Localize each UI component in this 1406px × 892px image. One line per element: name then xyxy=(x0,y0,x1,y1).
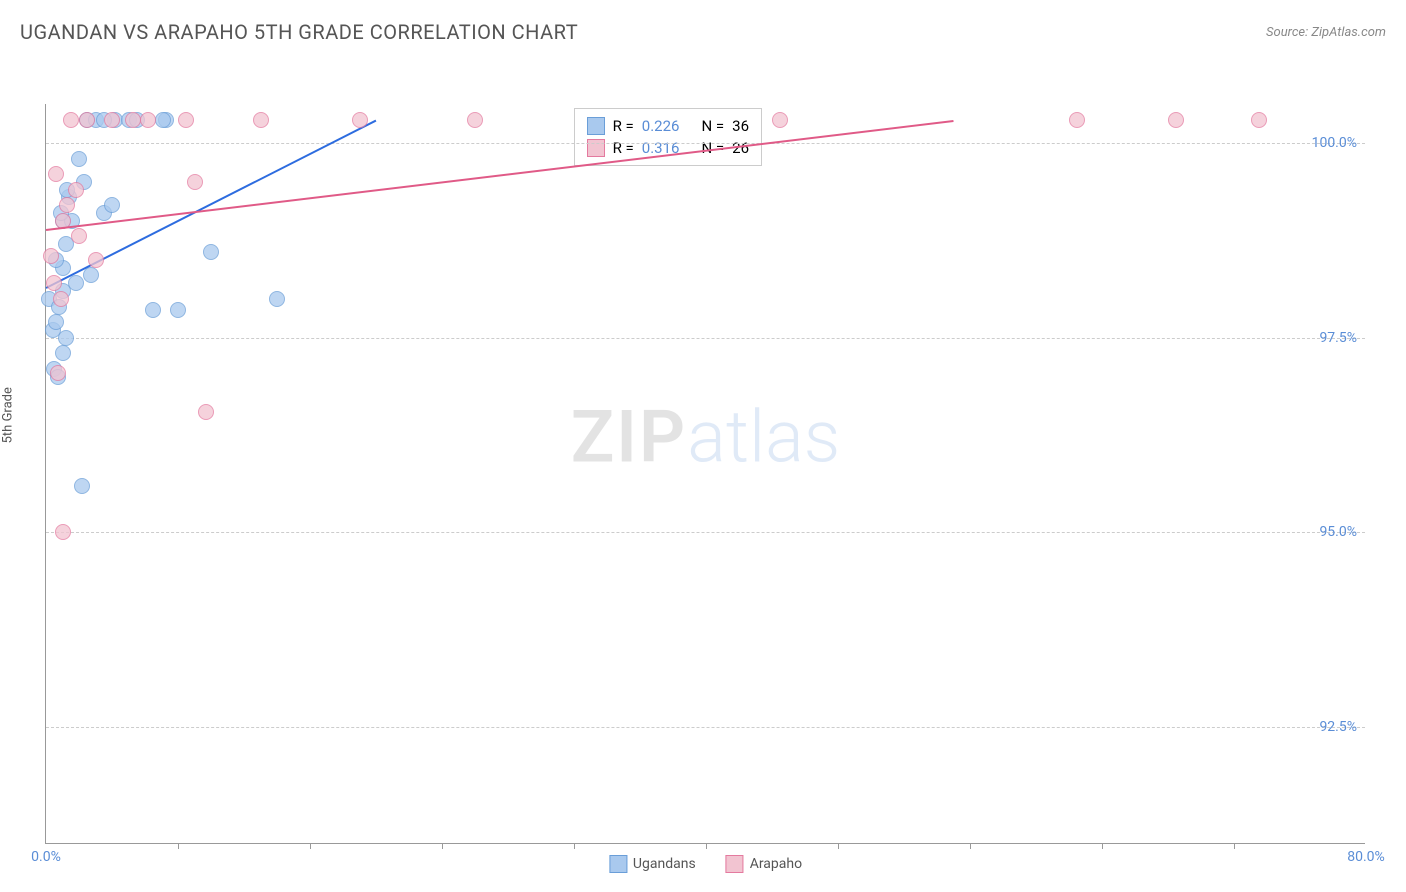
scatter-point xyxy=(68,275,84,291)
x-tick-minor xyxy=(970,843,971,849)
y-axis-label: 5th Grade xyxy=(1,387,16,443)
chart-source: Source: ZipAtlas.com xyxy=(1266,25,1386,40)
scatter-point xyxy=(59,197,75,213)
y-tick-label: 100.0% xyxy=(1312,135,1357,151)
scatter-point xyxy=(55,524,71,540)
legend-r-label: R = xyxy=(613,117,634,135)
gridline-h xyxy=(46,532,1365,533)
x-tick-minor xyxy=(706,843,707,849)
stats-legend-row: R = 0.226 N = 36 xyxy=(587,115,749,137)
scatter-point xyxy=(43,248,59,264)
legend-label: Arapaho xyxy=(750,856,802,872)
x-tick-label: 0.0% xyxy=(31,849,61,865)
legend-item: Arapaho xyxy=(726,855,802,873)
stats-legend: R = 0.226N = 36R = 0.316N = 26 xyxy=(574,108,762,166)
scatter-point xyxy=(178,112,194,128)
trend-line xyxy=(46,120,954,231)
scatter-point xyxy=(63,112,79,128)
y-tick-label: 92.5% xyxy=(1319,719,1357,735)
scatter-point xyxy=(104,112,120,128)
legend-swatch xyxy=(587,139,605,157)
legend-item: Ugandans xyxy=(609,855,696,873)
scatter-point xyxy=(104,197,120,213)
scatter-point xyxy=(55,345,71,361)
gridline-h xyxy=(46,727,1365,728)
scatter-point xyxy=(352,112,368,128)
legend-r-value: 0.226 xyxy=(642,117,680,135)
scatter-point xyxy=(83,267,99,283)
scatter-point xyxy=(170,302,186,318)
legend-swatch xyxy=(609,855,627,873)
legend-label: Ugandans xyxy=(633,856,696,872)
y-tick-label: 97.5% xyxy=(1319,330,1357,346)
scatter-point xyxy=(1069,112,1085,128)
scatter-point xyxy=(48,166,64,182)
series-legend: Ugandans Arapaho xyxy=(609,855,802,873)
gridline-h xyxy=(46,338,1365,339)
watermark-atlas: atlas xyxy=(687,394,840,479)
scatter-point xyxy=(145,302,161,318)
scatter-point xyxy=(140,112,156,128)
legend-r-label: R = xyxy=(613,139,634,157)
watermark-zip: ZIP xyxy=(571,394,687,479)
scatter-point xyxy=(58,330,74,346)
scatter-point xyxy=(53,291,69,307)
x-tick-minor xyxy=(442,843,443,849)
legend-n-label: N = xyxy=(701,117,724,135)
scatter-point xyxy=(269,291,285,307)
scatter-point xyxy=(74,478,90,494)
gridline-h xyxy=(46,143,1365,144)
legend-swatch xyxy=(587,117,605,135)
scatter-point xyxy=(50,365,66,381)
legend-n-value: 36 xyxy=(732,117,749,135)
scatter-point xyxy=(198,404,214,420)
scatter-point xyxy=(467,112,483,128)
scatter-point xyxy=(68,182,84,198)
x-tick-minor xyxy=(310,843,311,849)
chart-header: UGANDAN VS ARAPAHO 5TH GRADE CORRELATION… xyxy=(0,0,1406,54)
scatter-point xyxy=(1168,112,1184,128)
chart-container: 5th Grade ZIPatlas R = 0.226N = 36R = 0.… xyxy=(0,54,1406,874)
x-tick-label: 80.0% xyxy=(1347,849,1385,865)
scatter-point xyxy=(187,174,203,190)
x-tick-minor xyxy=(1234,843,1235,849)
y-tick-label: 95.0% xyxy=(1319,524,1357,540)
scatter-point xyxy=(253,112,269,128)
scatter-point xyxy=(46,275,62,291)
scatter-point xyxy=(203,244,219,260)
scatter-point xyxy=(125,112,141,128)
scatter-point xyxy=(48,314,64,330)
x-tick-minor xyxy=(574,843,575,849)
scatter-point xyxy=(155,112,171,128)
chart-title: UGANDAN VS ARAPAHO 5TH GRADE CORRELATION… xyxy=(20,20,578,44)
plot-area: ZIPatlas R = 0.226N = 36R = 0.316N = 26 … xyxy=(45,104,1365,844)
scatter-point xyxy=(71,151,87,167)
x-tick-minor xyxy=(838,843,839,849)
scatter-point xyxy=(71,228,87,244)
legend-swatch xyxy=(726,855,744,873)
scatter-point xyxy=(79,112,95,128)
x-tick-minor xyxy=(1102,843,1103,849)
scatter-point xyxy=(772,112,788,128)
watermark: ZIPatlas xyxy=(571,394,841,479)
scatter-point xyxy=(1251,112,1267,128)
x-tick-minor xyxy=(178,843,179,849)
scatter-point xyxy=(88,252,104,268)
